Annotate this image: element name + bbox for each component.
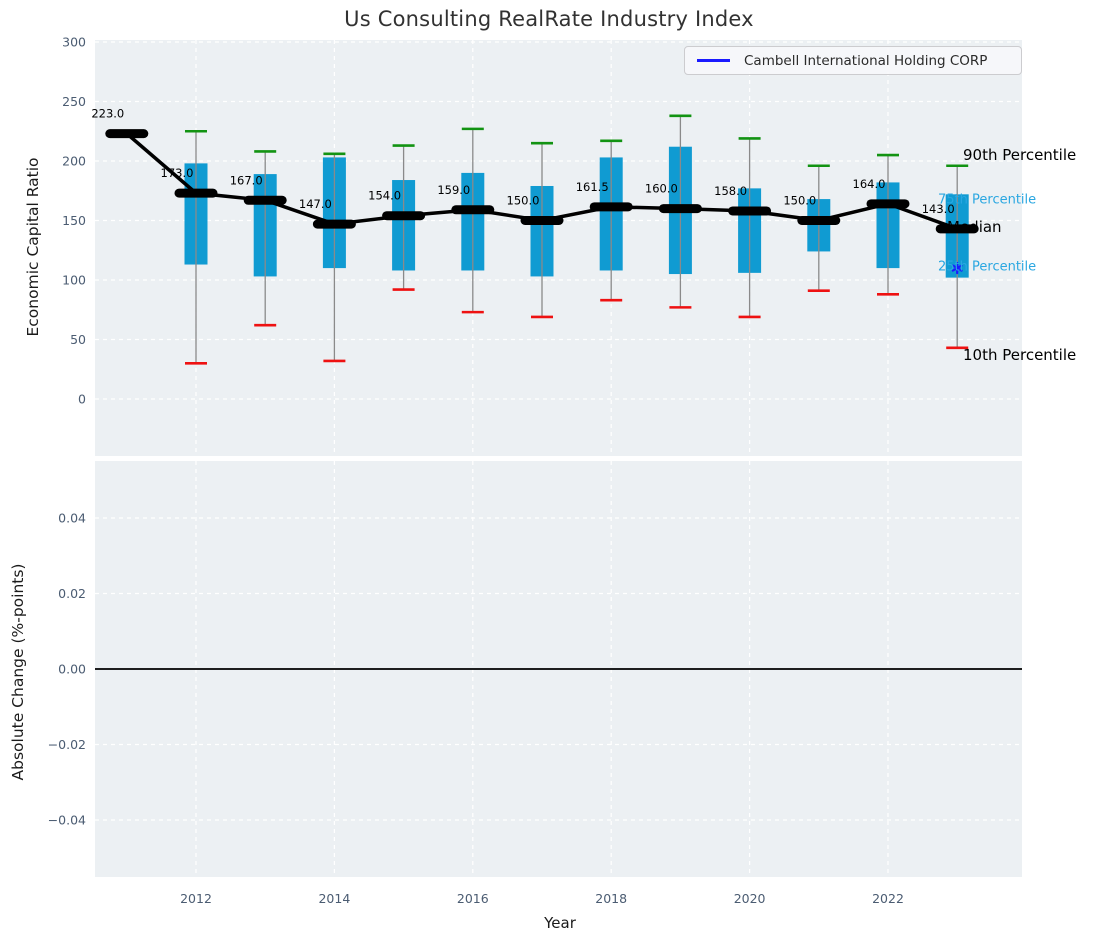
ytick-top-50: 50 bbox=[70, 332, 86, 347]
label-90th-percentile: 90th Percentile bbox=[963, 146, 1077, 164]
legend-line-sample bbox=[697, 59, 730, 62]
x-axis-label: Year bbox=[544, 914, 576, 932]
ytick-bottom-4: −0.04 bbox=[48, 813, 86, 828]
median-label-2018: 161.5 bbox=[576, 180, 609, 194]
median-label-2017: 150.0 bbox=[507, 194, 540, 208]
median-label-2011: 223.0 bbox=[91, 107, 124, 121]
median-label-2014: 147.0 bbox=[299, 197, 332, 211]
xtick-2016: 2016 bbox=[457, 891, 489, 906]
ytick-top-300: 300 bbox=[62, 35, 86, 50]
median-label-2016: 159.0 bbox=[437, 183, 470, 197]
median-label-2015: 154.0 bbox=[368, 189, 401, 203]
median-label-2022: 164.0 bbox=[853, 177, 886, 191]
ytick-top-150: 150 bbox=[62, 213, 86, 228]
company-marker bbox=[955, 265, 960, 271]
ytick-bottom-1: 0.02 bbox=[58, 586, 86, 601]
ytick-bottom-3: −0.02 bbox=[48, 737, 86, 752]
ytick-top-0: 0 bbox=[78, 392, 86, 407]
plot-area-top bbox=[95, 40, 1022, 456]
median-label-2012: 173.0 bbox=[161, 166, 194, 180]
label-10th-percentile: 10th Percentile bbox=[963, 346, 1077, 364]
median-label-2019: 160.0 bbox=[645, 182, 678, 196]
ytick-top-100: 100 bbox=[62, 273, 86, 288]
median-label-2013: 167.0 bbox=[230, 173, 263, 187]
xtick-2014: 2014 bbox=[318, 891, 350, 906]
ytick-top-200: 200 bbox=[62, 154, 86, 169]
ytick-bottom-2: 0.00 bbox=[58, 662, 86, 677]
ytick-top-250: 250 bbox=[62, 94, 86, 109]
median-label-2020: 158.0 bbox=[714, 184, 747, 198]
legend-label: Cambell International Holding CORP bbox=[744, 52, 988, 69]
y-axis-label-bottom: Absolute Change (%-points) bbox=[9, 563, 27, 781]
xtick-2020: 2020 bbox=[734, 891, 766, 906]
label-75th-percentile: 75th Percentile bbox=[938, 192, 1037, 208]
label-median: Median bbox=[947, 218, 1002, 236]
ytick-bottom-0: 0.04 bbox=[58, 511, 86, 526]
y-axis-label-top: Economic Capital Ratio bbox=[24, 157, 42, 337]
xtick-2022: 2022 bbox=[872, 891, 904, 906]
label-25th-percentile: 25th Percentile bbox=[938, 259, 1037, 275]
median-label-2021: 150.0 bbox=[783, 194, 816, 208]
legend: Cambell International Holding CORP bbox=[684, 46, 1022, 75]
median-label-2023: 143.0 bbox=[922, 202, 955, 216]
chart-title: Us Consulting RealRate Industry Index bbox=[344, 7, 754, 31]
xtick-2018: 2018 bbox=[595, 891, 627, 906]
xtick-2012: 2012 bbox=[180, 891, 212, 906]
